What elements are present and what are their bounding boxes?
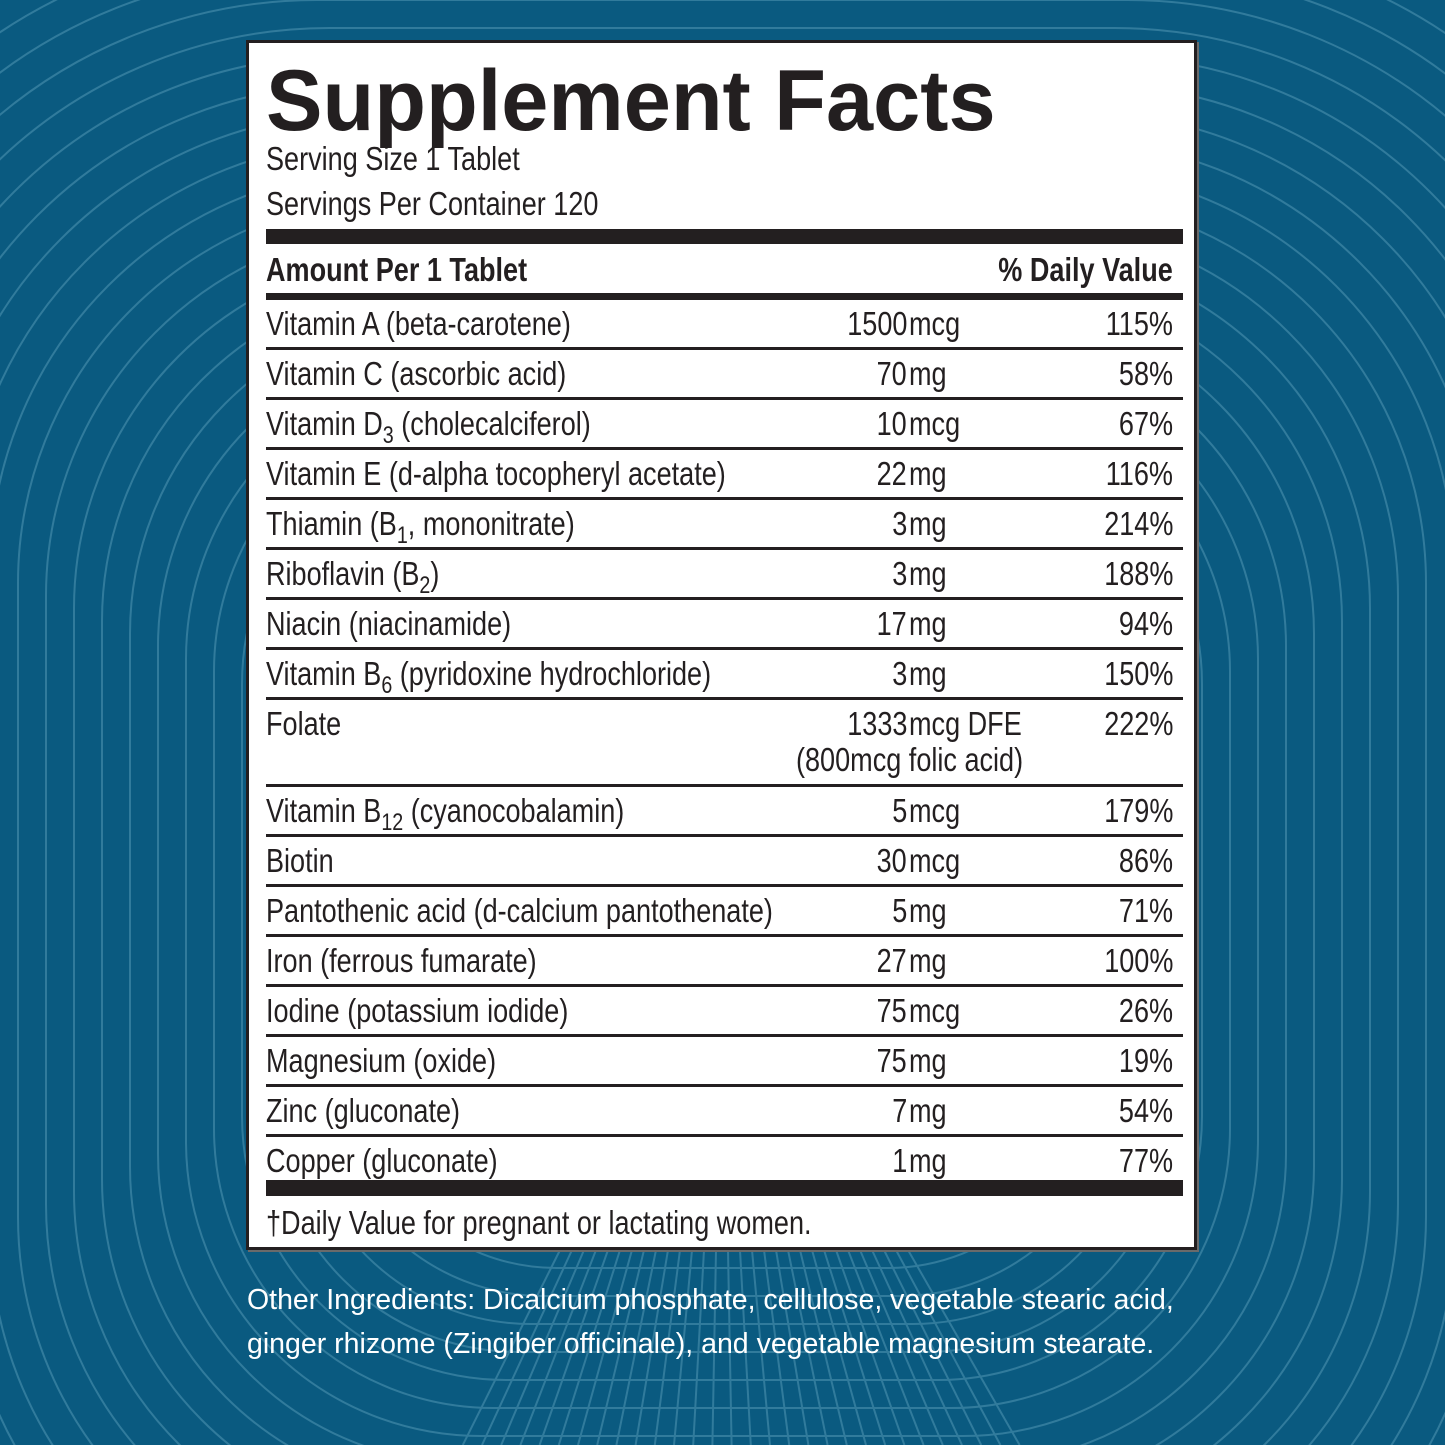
nutrient-amount: 22: [876, 455, 907, 492]
nutrient-name: Niacin (niacinamide): [266, 605, 512, 642]
nutrient-row: Pantothenic acid (d-calcium pantothenate…: [266, 887, 1183, 937]
nutrient-daily-value: 116%: [1105, 455, 1173, 492]
nutrient-unit: mcg: [909, 305, 961, 342]
nutrient-unit: mg: [909, 1142, 947, 1179]
nutrient-unit: mg: [909, 1042, 947, 1079]
thick-divider-top: [266, 229, 1183, 244]
nutrient-amount: 7: [891, 1092, 907, 1129]
nutrient-daily-value: 67%: [1118, 405, 1173, 442]
nutrient-amount: 1333: [846, 705, 907, 742]
table-header: Amount Per 1 Tablet % Daily Value: [266, 248, 1183, 292]
nutrient-unit: mg: [909, 655, 947, 692]
nutrient-row: Copper (gluconate) 1 mg 77%: [266, 1137, 1183, 1184]
header-daily-value: % Daily Value: [998, 251, 1173, 288]
nutrient-unit: mg: [909, 892, 947, 929]
nutrient-row: Vitamin D3 (cholecalciferol) 10 mcg 67%: [266, 400, 1183, 450]
nutrient-unit: mcg DFE: [909, 705, 1022, 742]
footnote: †Daily Value for pregnant or lactating w…: [266, 1204, 812, 1241]
nutrient-amount: 1: [891, 1142, 907, 1179]
nutrient-row: Vitamin E (d-alpha tocopheryl acetate) 22…: [266, 450, 1183, 500]
nutrient-row: Iron (ferrous fumarate) 27 mg 100%: [266, 937, 1183, 987]
nutrient-row: Folate 1333 mcg DFE 222% (800mcg folic acid): [266, 700, 1183, 787]
nutrient-name: Thiamin (B1, mononitrate): [266, 505, 575, 549]
nutrient-row: Magnesium (oxide) 75 mg 19%: [266, 1037, 1183, 1087]
nutrient-amount: 75: [876, 992, 907, 1029]
nutrient-daily-value: 188%: [1103, 555, 1173, 592]
nutrient-amount: 5: [891, 792, 907, 829]
nutrient-daily-value: 179%: [1103, 792, 1173, 829]
servings-per-container: Servings Per Container 120: [266, 185, 599, 222]
medium-divider: [266, 293, 1183, 300]
nutrient-row: Vitamin C (ascorbic acid) 70 mg 58%: [266, 350, 1183, 400]
nutrient-amount: 17: [876, 605, 907, 642]
nutrient-name: Magnesium (oxide): [266, 1042, 497, 1079]
nutrient-row: Thiamin (B1, mononitrate) 3 mg 214%: [266, 500, 1183, 550]
nutrient-unit: mcg: [909, 842, 961, 879]
nutrient-amount: 3: [891, 655, 907, 692]
nutrient-table: Vitamin A (beta-carotene) 1500 mcg 115% Vita…: [266, 300, 1183, 1184]
nutrient-daily-value: 77%: [1118, 1142, 1173, 1179]
nutrient-name: Pantothenic acid (d-calcium pantothenate…: [266, 892, 773, 929]
nutrient-amount: 3: [891, 505, 907, 542]
nutrient-daily-value: 54%: [1118, 1092, 1173, 1129]
nutrient-name: Copper (gluconate): [266, 1142, 498, 1179]
header-amount-per: Amount Per 1 Tablet: [266, 251, 528, 288]
nutrient-name: Iodine (potassium iodide): [266, 992, 569, 1029]
nutrient-unit: mg: [909, 505, 947, 542]
nutrient-unit: mg: [909, 1092, 947, 1129]
nutrient-row: Vitamin B6 (pyridoxine hydrochloride) 3 mg…: [266, 650, 1183, 700]
nutrient-daily-value: 222%: [1103, 705, 1173, 742]
nutrient-daily-value: 19%: [1118, 1042, 1173, 1079]
nutrient-daily-value: 71%: [1118, 892, 1173, 929]
nutrient-note: (800mcg folic acid): [796, 741, 1024, 778]
nutrient-unit: mcg: [909, 405, 961, 442]
nutrient-row: Vitamin B12 (cyanocobalamin) 5 mcg 179%: [266, 787, 1183, 837]
nutrient-unit: mg: [909, 355, 947, 392]
nutrient-name: Vitamin D3 (cholecalciferol): [266, 405, 591, 449]
nutrient-unit: mg: [909, 455, 947, 492]
nutrient-unit: mg: [909, 605, 947, 642]
nutrient-name: Vitamin C (ascorbic acid): [266, 355, 567, 392]
other-ingredients: Other Ingredients: Dicalcium phosphate, …: [247, 1284, 1174, 1360]
nutrient-daily-value: 26%: [1118, 992, 1173, 1029]
nutrient-amount: 10: [876, 405, 907, 442]
nutrient-amount: 70: [876, 355, 907, 392]
nutrient-name: Biotin: [266, 842, 334, 879]
nutrient-name: Folate: [266, 705, 342, 742]
nutrient-amount: 30: [876, 842, 907, 879]
nutrient-unit: mcg: [909, 792, 961, 829]
nutrient-unit: mg: [909, 555, 947, 592]
nutrient-name: Vitamin B6 (pyridoxine hydrochloride): [266, 655, 712, 699]
nutrient-name: Zinc (gluconate): [266, 1092, 461, 1129]
nutrient-row: Iodine (potassium iodide) 75 mcg 26%: [266, 987, 1183, 1037]
nutrient-unit: mcg: [909, 992, 961, 1029]
nutrient-daily-value: 150%: [1103, 655, 1173, 692]
nutrient-daily-value: 86%: [1118, 842, 1173, 879]
nutrient-amount: 5: [891, 892, 907, 929]
nutrient-row: Vitamin A (beta-carotene) 1500 mcg 115%: [266, 300, 1183, 350]
serving-size: Serving Size 1 Tablet: [266, 140, 520, 177]
nutrient-row: Riboflavin (B2) 3 mg 188%: [266, 550, 1183, 600]
nutrient-name: Vitamin B12 (cyanocobalamin): [266, 792, 625, 836]
panel-title: Supplement Facts: [266, 53, 996, 149]
nutrient-unit: mg: [909, 942, 947, 979]
nutrient-daily-value: 100%: [1103, 942, 1173, 979]
thick-divider-bottom: [266, 1180, 1183, 1196]
nutrient-name: Riboflavin (B2): [266, 555, 440, 599]
nutrient-name: Vitamin E (d-alpha tocopheryl acetate): [266, 455, 726, 492]
nutrient-row: Biotin 30 mcg 86%: [266, 837, 1183, 887]
nutrient-amount: 3: [891, 555, 907, 592]
nutrient-amount: 27: [876, 942, 907, 979]
nutrient-daily-value: 214%: [1103, 505, 1173, 542]
nutrient-name: Vitamin A (beta-carotene): [266, 305, 571, 342]
nutrient-amount: 75: [876, 1042, 907, 1079]
nutrient-daily-value: 94%: [1118, 605, 1173, 642]
nutrient-name: Iron (ferrous fumarate): [266, 942, 537, 979]
nutrient-row: Zinc (gluconate) 7 mg 54%: [266, 1087, 1183, 1137]
nutrient-row: Niacin (niacinamide) 17 mg 94%: [266, 600, 1183, 650]
nutrient-amount: 1500: [846, 305, 907, 342]
nutrient-daily-value: 115%: [1105, 305, 1173, 342]
supplement-facts-panel: Supplement Facts Serving Size 1 Tablet S…: [246, 40, 1197, 1250]
nutrient-daily-value: 58%: [1118, 355, 1173, 392]
